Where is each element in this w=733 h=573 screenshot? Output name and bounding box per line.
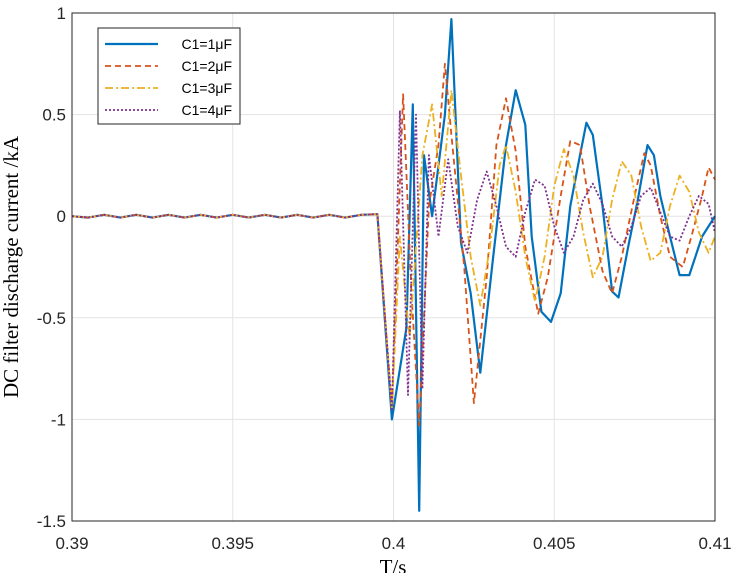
- x-tick-label: 0.4: [382, 534, 406, 553]
- legend: C1=1μF C1=2μF C1=3μF C1=4μF: [97, 27, 241, 125]
- legend-label-4: C1=4μF: [182, 102, 232, 118]
- legend-label-3: C1=3μF: [182, 80, 232, 96]
- legend-label-1: C1=1μF: [182, 36, 232, 52]
- x-axis-label: T/s: [380, 555, 407, 573]
- legend-label-2: C1=2μF: [182, 58, 232, 74]
- y-tick-label: -0.5: [37, 309, 66, 328]
- x-tick-label: 0.395: [211, 534, 254, 553]
- series-group: [71, 18, 716, 512]
- x-tick-label: 0.41: [698, 534, 731, 553]
- y-tick-label: -1: [51, 410, 66, 429]
- y-tick-label: -1.5: [37, 512, 66, 531]
- series-line-3: [71, 89, 716, 411]
- series-line-2: [71, 62, 716, 427]
- y-tick-label: 0: [57, 207, 66, 226]
- y-tick-label: 0.5: [42, 106, 66, 125]
- x-tick-labels: 0.39 0.395 0.4 0.405 0.41: [55, 534, 731, 553]
- x-tick-label: 0.405: [533, 534, 576, 553]
- y-tick-label: 1: [57, 4, 66, 23]
- x-tick-label: 0.39: [55, 534, 88, 553]
- series-line-4: [71, 109, 716, 411]
- plot-frame: [71, 12, 716, 522]
- y-axis-label: DC filter discharge current /kA: [0, 135, 23, 398]
- y-tick-labels: 1 0.5 0 -0.5 -1 -1.5: [37, 4, 66, 531]
